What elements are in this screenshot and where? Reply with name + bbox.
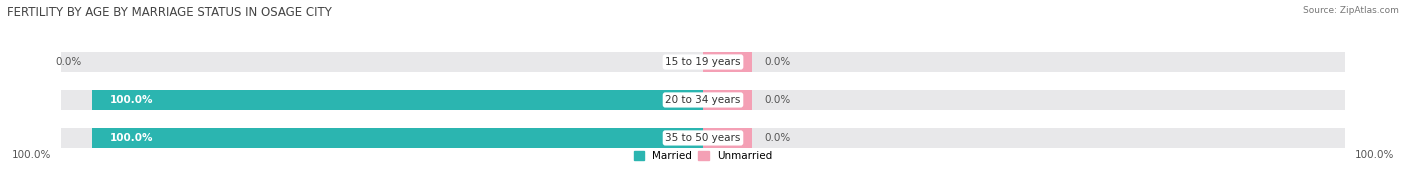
Legend: Married, Unmarried: Married, Unmarried <box>630 147 776 165</box>
Text: 100.0%: 100.0% <box>110 95 153 105</box>
Text: Source: ZipAtlas.com: Source: ZipAtlas.com <box>1303 6 1399 15</box>
Text: 100.0%: 100.0% <box>13 150 52 160</box>
Bar <box>91 128 703 148</box>
Bar <box>703 52 727 72</box>
Text: FERTILITY BY AGE BY MARRIAGE STATUS IN OSAGE CITY: FERTILITY BY AGE BY MARRIAGE STATUS IN O… <box>7 6 332 19</box>
Text: 35 to 50 years: 35 to 50 years <box>665 133 741 143</box>
Bar <box>703 128 752 148</box>
Text: 0.0%: 0.0% <box>763 133 790 143</box>
Bar <box>60 128 1346 148</box>
Text: 0.0%: 0.0% <box>763 95 790 105</box>
Bar <box>703 90 752 110</box>
Text: 100.0%: 100.0% <box>110 133 153 143</box>
Bar <box>91 90 703 110</box>
Text: 0.0%: 0.0% <box>55 57 82 67</box>
Text: 20 to 34 years: 20 to 34 years <box>665 95 741 105</box>
Text: 15 to 19 years: 15 to 19 years <box>665 57 741 67</box>
Bar <box>60 90 1346 110</box>
Bar <box>703 52 752 72</box>
Text: 100.0%: 100.0% <box>1354 150 1393 160</box>
Bar <box>60 52 1346 72</box>
Text: 0.0%: 0.0% <box>763 57 790 67</box>
